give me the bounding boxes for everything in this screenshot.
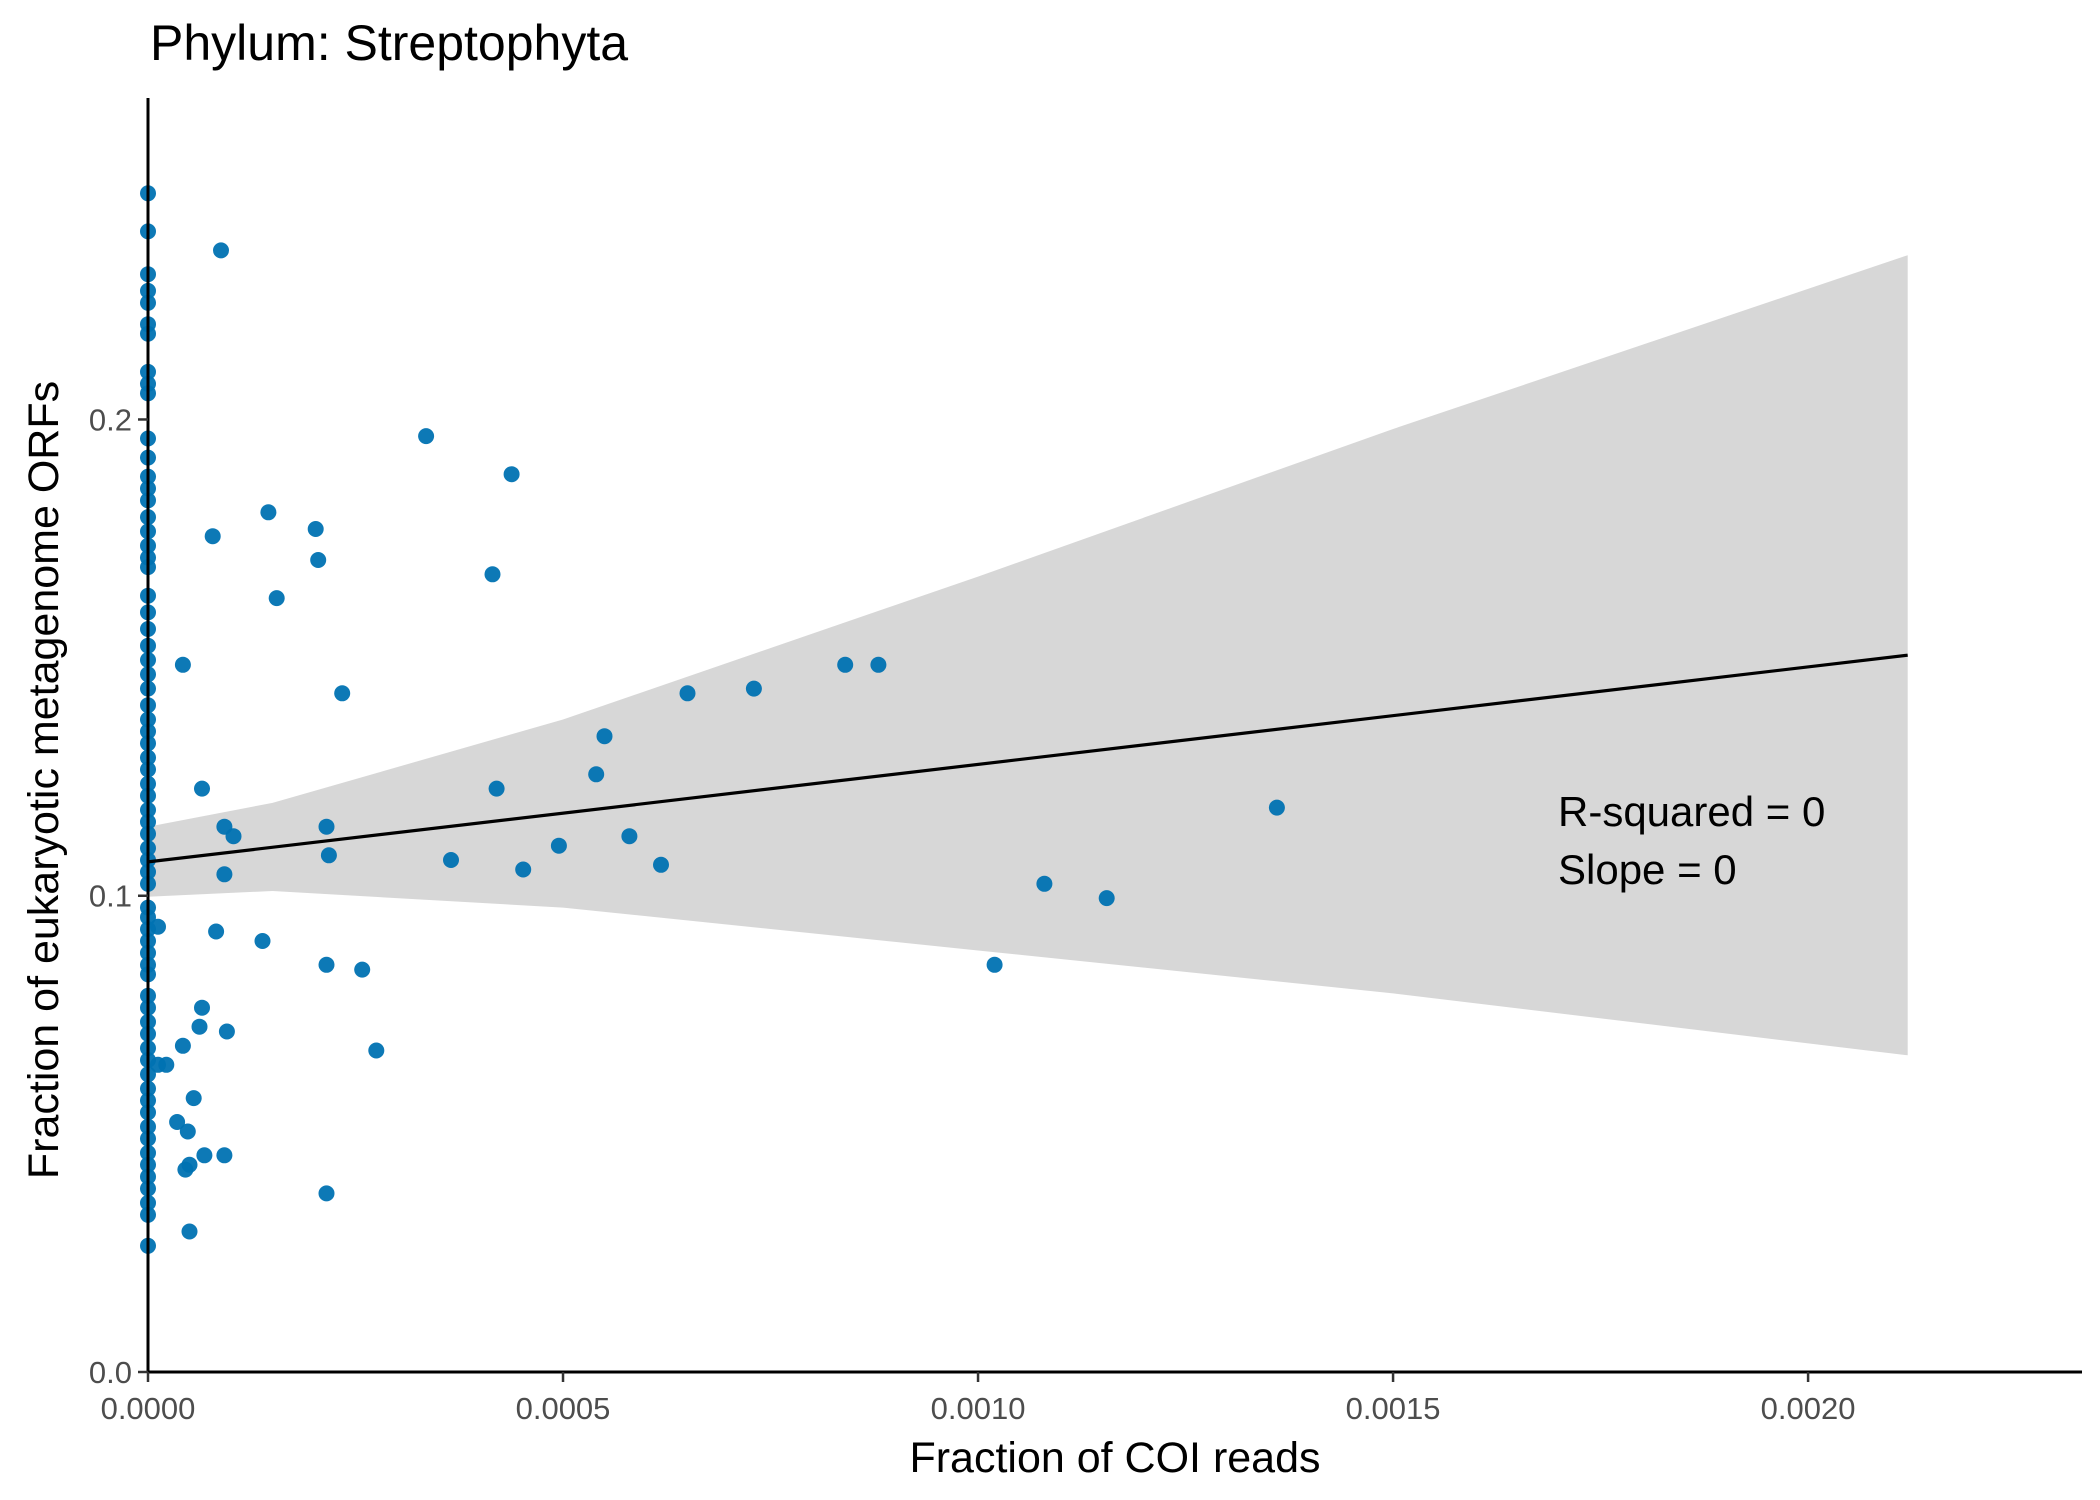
data-point [268,590,285,607]
y-axis-title: Fraction of eukaryotic metagenome ORFs [20,381,68,1179]
data-point [1036,875,1053,892]
data-point [310,552,327,568]
data-point [837,656,854,673]
data-point [150,918,166,935]
data-point [181,1223,198,1240]
data-point [745,680,762,697]
x-tick-label: 0.0010 [931,1391,1026,1426]
data-point [318,956,335,973]
data-point [208,923,225,940]
y-tick-label: 0.0 [89,1355,132,1390]
data-point [484,566,501,583]
data-point [679,685,696,702]
x-tick-label: 0.0000 [101,1391,196,1426]
data-point [368,1042,385,1059]
confidence-band [148,255,1908,1056]
plot-area: 0.0000 0.0005 0.0010 0.0015 0.0020 0.0 0.1 0.2 [89,98,2082,1426]
data-point [986,956,1003,973]
data-point [503,466,520,483]
data-point [418,428,435,445]
data-point [177,1161,194,1178]
data-point [225,828,242,845]
data-point [307,521,324,537]
data-point [550,837,567,854]
data-point [596,728,613,745]
data-point [621,828,638,845]
data-point [1268,799,1285,816]
data-point [515,861,532,878]
x-axis-title: Fraction of COI reads [909,1434,1320,1482]
x-tick-label: 0.0020 [1761,1391,1856,1426]
data-point [158,1056,175,1073]
data-point [179,1123,196,1140]
data-point [318,1185,335,1202]
x-tick-label: 0.0015 [1346,1391,1441,1426]
data-point [260,504,277,521]
r-squared-annotation: R-squared = 0 [1558,788,1825,835]
data-point [320,847,337,864]
data-point [216,866,233,883]
y-tick-label: 0.1 [89,879,132,914]
data-point [174,656,191,673]
data-point [194,780,210,797]
regression-line [147,653,1908,864]
y-tick-label: 0.2 [89,402,132,437]
data-point [354,961,371,978]
data-point [194,999,210,1016]
data-point [443,852,459,868]
data-point [213,242,229,259]
data-point [174,1037,191,1054]
data-point [653,856,669,873]
x-tick-label: 0.0005 [516,1391,611,1426]
data-point [254,933,271,949]
data-point [169,1114,186,1130]
data-point [488,780,505,797]
data-point [318,818,335,835]
data-point [216,1147,233,1164]
slope-annotation: Slope = 0 [1558,846,1737,893]
data-point [191,1018,208,1035]
data-point [204,528,221,545]
data-point [218,1023,235,1040]
chart-title: Phylum: Streptophyta [150,15,628,71]
data-point [196,1147,213,1164]
data-point [185,1090,202,1107]
data-point [334,685,351,702]
data-point [588,766,605,783]
data-points [140,185,1285,1254]
data-point [870,656,887,673]
data-point [1098,890,1115,907]
